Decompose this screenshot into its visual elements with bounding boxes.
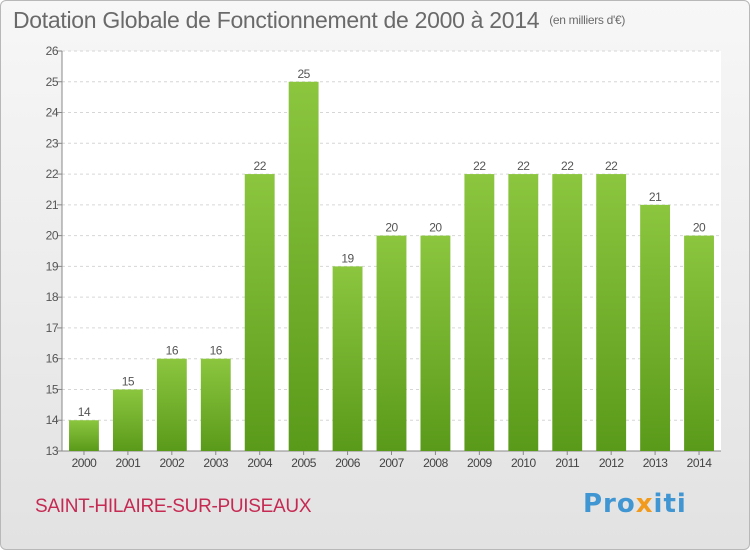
y-tick-label: 23 <box>46 136 59 150</box>
x-tick-label: 2010 <box>511 456 537 470</box>
data-label: 21 <box>649 190 662 204</box>
x-tick-label: 2005 <box>291 456 317 470</box>
x-tick-label: 2009 <box>467 456 493 470</box>
x-tick-label: 2014 <box>687 456 713 470</box>
proxiti-logo: Proxiti <box>583 489 687 519</box>
x-tick-label: 2013 <box>643 456 669 470</box>
data-label: 22 <box>517 159 530 173</box>
x-tick-label: 2001 <box>116 456 142 470</box>
chart-subtitle: (en milliers d'€) <box>549 13 626 27</box>
x-tick-label: 2000 <box>72 456 98 470</box>
data-label: 15 <box>122 374 135 388</box>
x-tick-label: 2011 <box>555 456 580 470</box>
x-tick-label: 2006 <box>335 456 361 470</box>
data-label: 25 <box>297 67 310 81</box>
y-tick-label: 13 <box>46 444 59 458</box>
bar <box>332 266 363 451</box>
chart-title-text: Dotation Globale de Fonctionnement de 20… <box>13 7 540 33</box>
data-label: 16 <box>166 344 179 358</box>
bar <box>552 174 583 452</box>
y-tick-label: 17 <box>46 321 59 335</box>
logo-text-iti: iti <box>653 489 687 519</box>
bar <box>508 174 539 452</box>
bar <box>69 420 99 451</box>
data-label: 14 <box>78 405 91 419</box>
bar <box>596 174 627 452</box>
bar <box>200 358 231 451</box>
y-tick-label: 18 <box>46 290 59 304</box>
bar <box>640 204 671 451</box>
y-tick-label: 25 <box>46 75 59 89</box>
x-tick-label: 2004 <box>247 456 273 470</box>
chart-title: Dotation Globale de Fonctionnement de 20… <box>13 7 625 34</box>
bar <box>288 81 319 452</box>
y-tick-label: 24 <box>46 106 59 120</box>
logo-text-pro: Pro <box>583 489 636 519</box>
bar <box>244 174 275 452</box>
data-label: 22 <box>605 159 618 173</box>
bar <box>156 358 187 451</box>
data-label: 22 <box>254 159 267 173</box>
bar <box>464 174 495 452</box>
y-tick-label: 15 <box>46 382 59 396</box>
data-label: 20 <box>693 221 706 235</box>
bar <box>376 235 407 451</box>
data-label: 22 <box>473 159 486 173</box>
y-tick-label: 16 <box>46 352 59 366</box>
x-tick-label: 2007 <box>379 456 405 470</box>
y-tick-label: 22 <box>46 167 59 181</box>
logo-text-x: x <box>635 489 654 519</box>
bar <box>420 235 451 451</box>
x-tick-label: 2008 <box>423 456 449 470</box>
y-tick-label: 20 <box>46 229 59 243</box>
data-label: 19 <box>341 251 354 265</box>
data-label: 16 <box>210 344 223 358</box>
data-label: 20 <box>429 221 442 235</box>
y-tick-label: 19 <box>46 259 59 273</box>
x-tick-label: 2003 <box>203 456 229 470</box>
bar <box>684 235 714 451</box>
x-tick-label: 2002 <box>159 456 185 470</box>
x-tick-label: 2012 <box>599 456 625 470</box>
commune-name: SAINT-HILAIRE-SUR-PUISEAUX <box>35 496 312 517</box>
y-tick-label: 14 <box>46 413 59 427</box>
y-tick-label: 21 <box>46 198 59 212</box>
y-tick-label: 26 <box>46 44 59 58</box>
data-label: 22 <box>561 159 574 173</box>
data-label: 20 <box>385 221 398 235</box>
bar <box>112 389 143 451</box>
